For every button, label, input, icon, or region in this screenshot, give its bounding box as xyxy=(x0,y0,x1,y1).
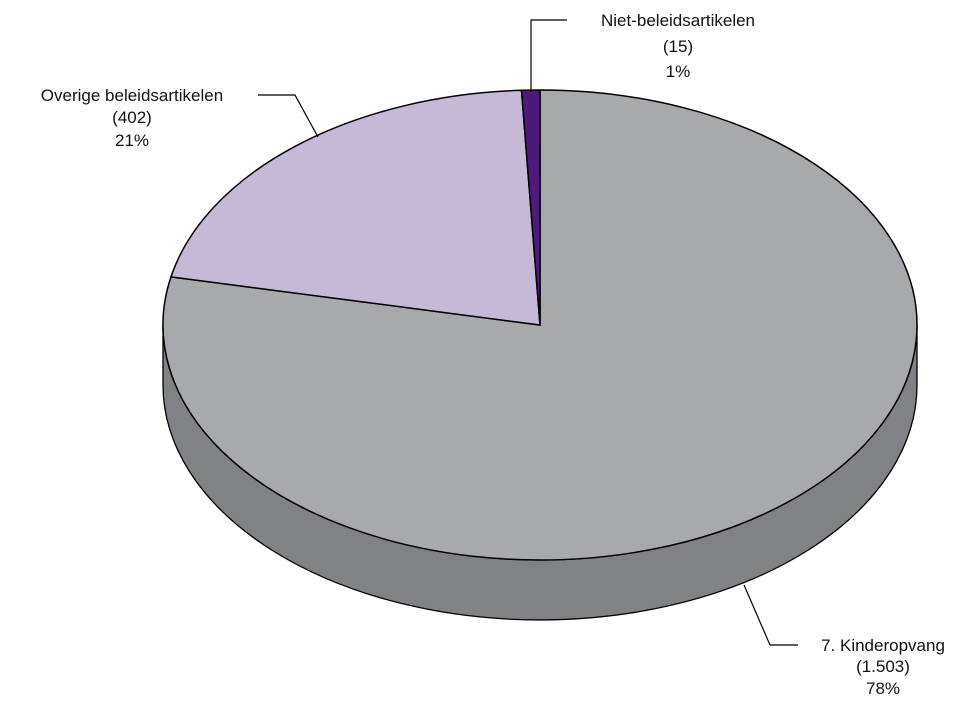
label-overige-percent: 21% xyxy=(115,131,149,150)
label-kinderopvang-value: (1.503) xyxy=(856,657,910,676)
label-niet-percent: 1% xyxy=(666,62,691,81)
label-kinderopvang: 7. Kinderopvang (1.503) 78% xyxy=(821,636,945,698)
label-overige: Overige beleidsartikelen (402) 21% xyxy=(41,86,223,150)
pie-slice-overige-beleidsartikelen xyxy=(170,89,541,326)
label-niet: Niet-beleidsartikelen (15) 1% xyxy=(601,11,755,81)
leader-line-kinderopvang xyxy=(743,584,798,646)
leader-line-niet xyxy=(530,19,567,92)
label-kinderopvang-percent: 78% xyxy=(866,679,900,698)
label-overige-value: (402) xyxy=(112,108,152,127)
label-niet-name: Niet-beleidsartikelen xyxy=(601,11,755,30)
label-kinderopvang-name: 7. Kinderopvang xyxy=(821,636,945,655)
label-niet-value: (15) xyxy=(663,37,693,56)
pie-slice-7-kinderopvang xyxy=(162,89,918,561)
pie-slices xyxy=(162,89,918,561)
label-overige-name: Overige beleidsartikelen xyxy=(41,86,223,105)
leader-line-overige xyxy=(258,94,319,138)
